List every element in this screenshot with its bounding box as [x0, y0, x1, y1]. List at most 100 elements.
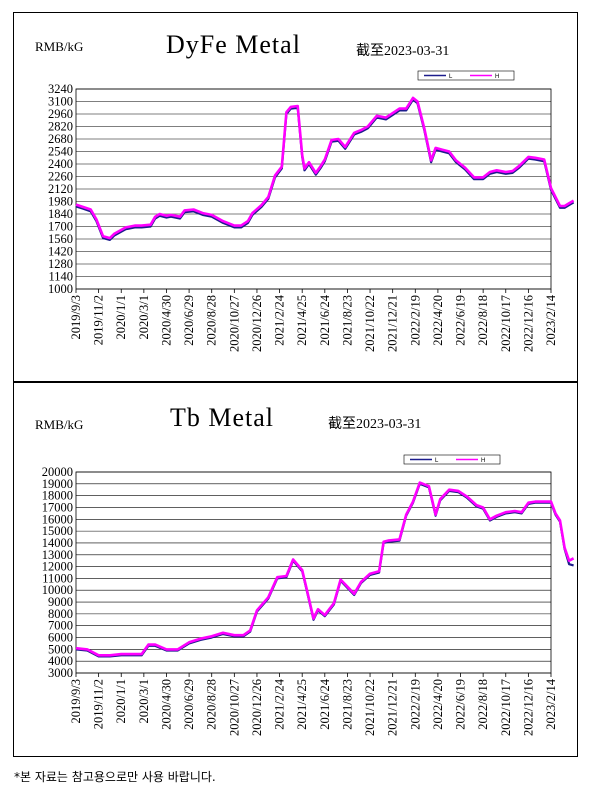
x-tick-label: 2020/10/27	[227, 295, 241, 352]
x-tick-label: 2021/12/21	[386, 679, 400, 736]
y-tick-label: 4000	[48, 654, 73, 668]
y-tick-label: 3000	[48, 666, 73, 680]
x-tick-label: 2019/9/3	[69, 295, 83, 339]
y-tick-label: 20000	[42, 465, 73, 479]
chart-title: DyFe Metal	[166, 30, 301, 59]
legend-label: H	[495, 74, 499, 80]
y-tick-label: 18000	[42, 489, 73, 503]
x-tick-label: 2022/10/17	[499, 295, 513, 352]
y-tick-label: 12000	[42, 560, 73, 574]
y-tick-label: 5000	[48, 642, 73, 656]
x-tick-label: 2020/6/29	[182, 295, 196, 346]
x-tick-label: 2020/3/1	[137, 679, 151, 723]
as-of-date: 截至2023-03-31	[328, 417, 422, 432]
y-tick-label: 16000	[42, 512, 73, 526]
y-tick-label: 19000	[42, 477, 73, 491]
x-tick-label: 2020/8/28	[205, 679, 219, 730]
y-tick-label: 17000	[42, 500, 73, 514]
x-tick-label: 2022/12/16	[521, 679, 535, 736]
x-tick-label: 2021/2/24	[273, 678, 287, 729]
x-tick-label: 2023/2/14	[544, 294, 558, 345]
x-tick-label: 2021/4/25	[295, 679, 309, 730]
x-tick-label: 2022/8/18	[476, 295, 490, 346]
y-tick-label: 1840	[48, 207, 73, 221]
x-tick-label: 2022/4/20	[431, 679, 445, 730]
y-tick-label: 1140	[48, 270, 73, 284]
x-tick-label: 2022/12/16	[521, 295, 535, 352]
x-tick-label: 2020/1/1	[114, 295, 128, 339]
tb-chart-panel: RMB/kG Tb Metal 截至2023-03-31 3000 4000 500…	[13, 382, 578, 757]
x-tick-label: 2020/10/27	[227, 679, 241, 736]
as-of-date: 截至2023-03-31	[356, 44, 450, 59]
x-tick-label: 2020/12/26	[250, 295, 264, 352]
dyfe-chart-panel: RMB/kG DyFe Metal 截至2023-03-31 1000 1140 1…	[13, 12, 578, 382]
x-tick-label: 2022/4/20	[431, 295, 445, 346]
x-tick-label: 2020/4/30	[159, 679, 173, 730]
y-tick-label: 3240	[48, 82, 73, 96]
x-tick-label: 2020/12/26	[250, 679, 264, 736]
y-tick-label: 6000	[48, 631, 73, 645]
x-tick-label: 2020/8/28	[205, 295, 219, 346]
chart-title: Tb Metal	[170, 403, 275, 432]
y-tick-label: 1280	[48, 257, 73, 271]
x-tick-label: 2020/1/1	[114, 679, 128, 723]
unit-label: RMB/kG	[35, 417, 84, 432]
legend-box	[403, 454, 501, 465]
x-tick-label: 2022/2/19	[408, 679, 422, 730]
legend-label: H	[481, 458, 485, 464]
y-tick-label: 13000	[42, 548, 73, 562]
x-tick-label: 2021/6/24	[318, 294, 332, 345]
x-tick-label: 2021/6/24	[318, 678, 332, 729]
y-tick-label: 14000	[42, 536, 73, 550]
y-tick-label: 1420	[48, 245, 73, 259]
y-tick-label: 2960	[48, 107, 73, 121]
y-tick-label: 15000	[42, 524, 73, 538]
y-tick-label: 1700	[48, 220, 73, 234]
unit-label: RMB/kG	[35, 39, 84, 54]
series-line-low	[75, 482, 574, 658]
footnote: *본 자료는 참고용으로만 사용 바랍니다.	[14, 770, 216, 784]
x-tick-label: 2021/10/22	[363, 679, 377, 736]
y-tick-label: 2820	[48, 120, 73, 134]
plot-area	[75, 471, 552, 674]
tb-line-chart: 3000400050006000700080009000100001100012…	[42, 454, 575, 736]
x-tick-label: 2021/8/23	[340, 295, 354, 346]
y-tick-label: 2680	[48, 132, 73, 146]
y-tick-label: 10000	[42, 583, 73, 597]
x-tick-label: 2021/2/24	[273, 294, 287, 345]
x-tick-label: 2019/11/2	[92, 679, 106, 729]
x-tick-label: 2022/8/18	[476, 679, 490, 730]
y-tick-label: 2400	[48, 157, 73, 171]
dyfe-line-chart: 1000114012801420156017001840198021202260…	[48, 70, 575, 352]
y-tick-label: 11000	[42, 571, 73, 585]
x-tick-label: 2022/6/19	[454, 295, 468, 346]
x-tick-label: 2021/8/23	[340, 679, 354, 730]
y-tick-label: 2120	[48, 182, 73, 196]
legend-label: L	[435, 458, 439, 464]
x-tick-label: 2023/2/14	[544, 678, 558, 729]
y-tick-label: 7000	[48, 619, 73, 633]
x-tick-label: 2020/6/29	[182, 679, 196, 730]
legend-label: L	[449, 74, 453, 80]
y-tick-label: 3100	[48, 95, 73, 109]
x-tick-label: 2022/2/19	[408, 295, 422, 346]
y-tick-label: 1000	[48, 282, 73, 296]
x-tick-label: 2019/9/3	[69, 679, 83, 723]
x-tick-label: 2020/3/1	[137, 295, 151, 339]
legend-box	[417, 70, 515, 81]
y-tick-label: 1560	[48, 232, 73, 246]
y-tick-label: 9000	[48, 595, 73, 609]
x-tick-label: 2021/12/21	[386, 295, 400, 352]
x-tick-label: 2022/10/17	[499, 679, 513, 736]
y-tick-label: 8000	[48, 607, 73, 621]
y-tick-label: 2540	[48, 145, 73, 159]
y-tick-label: 1980	[48, 195, 73, 209]
x-tick-label: 2022/6/19	[454, 679, 468, 730]
y-tick-label: 2260	[48, 170, 73, 184]
series-line-high	[75, 96, 575, 240]
x-tick-label: 2019/11/2	[92, 295, 106, 345]
series-line-high	[75, 481, 575, 657]
x-tick-label: 2020/4/30	[159, 295, 173, 346]
